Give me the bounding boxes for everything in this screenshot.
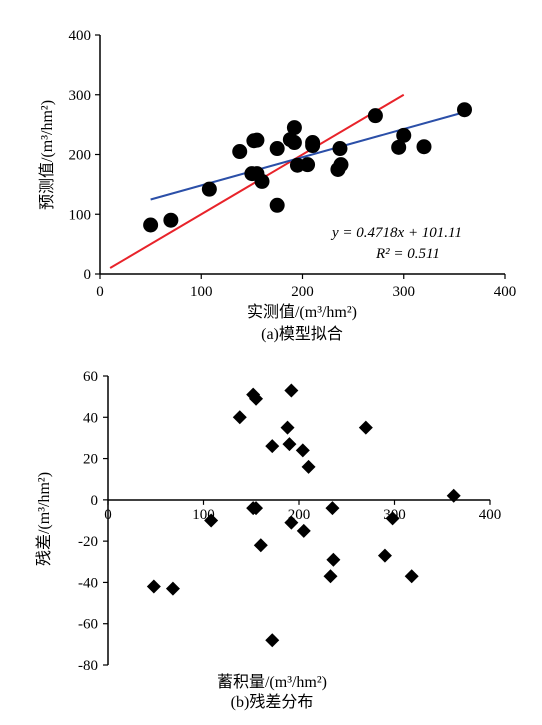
- panel-a-data-point: [201, 181, 217, 197]
- panel-b-y-tick-label: -20: [78, 534, 98, 550]
- panel-b-data-point: [265, 439, 280, 454]
- panel-b-data-point: [146, 579, 161, 594]
- panel-b-data-point: [301, 459, 316, 474]
- panel-b-data-point: [249, 391, 264, 406]
- panel-a-data-point: [232, 144, 248, 160]
- panel-a-x-tick-label: 100: [190, 284, 213, 300]
- panel-a-data-point: [249, 132, 265, 148]
- panel-a-data-point: [300, 157, 316, 173]
- panel-b-data-point: [377, 548, 392, 563]
- panel-b-data-point: [253, 538, 268, 553]
- panel-a-equation: y = 0.4718x + 101.11: [330, 225, 462, 241]
- panel-b-data-point: [249, 501, 264, 516]
- panel-b-data-point: [284, 383, 299, 398]
- panel-a-data-point: [163, 212, 179, 228]
- panel-a-y-tick-label: 0: [84, 267, 92, 283]
- panel-a-y-tick-label: 300: [69, 88, 92, 104]
- panel-a-data-point: [457, 102, 472, 118]
- panel-a-data-point: [143, 217, 159, 233]
- panel-a-data-point: [416, 139, 432, 155]
- panel-a-data-point: [269, 197, 285, 213]
- panel-a-data-point: [332, 141, 348, 157]
- panel-b-data-point: [232, 410, 247, 425]
- panel-b-y-label: 残差/(m³/hm²): [35, 472, 53, 566]
- panel-a-data-point: [286, 135, 302, 151]
- panel-b-data-point: [295, 443, 310, 458]
- panel-b-data-point: [323, 569, 338, 584]
- panel-b-data-point: [280, 420, 295, 435]
- panel-a-y-tick-label: 100: [69, 207, 92, 223]
- panel-a-data-point: [254, 173, 270, 189]
- panel-a-data-point: [305, 138, 321, 154]
- panel-b-y-tick-label: 0: [91, 493, 99, 509]
- panel-b-y-tick-label: -80: [78, 658, 98, 674]
- panel-b-data-point: [358, 420, 373, 435]
- panel-a-fit-chart: 0 100 200 300 400 0 100 200 300 400 y = 0.4718x +…: [38, 28, 516, 343]
- panel-b-x-tick-label: 400: [479, 507, 502, 523]
- panel-b-data-point: [296, 523, 311, 538]
- panel-a-caption: (a)模型拟合: [261, 325, 343, 343]
- panel-b-data-point: [282, 437, 297, 452]
- panel-b-data-point: [326, 552, 341, 567]
- panel-a-data-point: [396, 127, 412, 143]
- panel-a-y-tick-label: 200: [69, 148, 92, 164]
- panel-b-data-point: [404, 569, 419, 584]
- panel-b-data-point: [325, 501, 340, 516]
- panel-a-x-tick-label: 0: [96, 284, 104, 300]
- panel-b-data-point: [385, 511, 400, 526]
- panel-a-data-point: [367, 108, 383, 124]
- panel-a-y-label: 预测值/(m³/hm²): [38, 100, 56, 210]
- panel-a-x-tick-label: 200: [291, 284, 314, 300]
- panel-b-data-point: [204, 513, 219, 528]
- panel-a-x-tick-label: 300: [393, 284, 416, 300]
- panel-b-data-point: [284, 515, 299, 530]
- panel-a-data-point: [333, 157, 349, 173]
- panel-a-r2: R² = 0.511: [375, 246, 440, 262]
- panel-b-residual-chart: 01002003004006040200-20-40-60-80 蓄积量/(m³…: [35, 369, 501, 711]
- panel-b-data-point: [446, 488, 461, 503]
- panel-b-y-tick-label: 20: [83, 452, 98, 468]
- panel-a-data-point: [286, 120, 302, 136]
- panel-a-fit-line: [150, 111, 465, 201]
- panel-a-x-label: 实测值/(m³/hm²): [247, 303, 357, 321]
- panel-b-data-point: [265, 633, 280, 648]
- panel-a-data-point: [269, 141, 285, 157]
- panel-b-data-point: [165, 581, 180, 596]
- panel-b-x-label: 蓄积量/(m³/hm²): [217, 673, 327, 691]
- panel-a-x-tick-label: 400: [494, 284, 517, 300]
- panel-a-data-point: [391, 139, 407, 155]
- panel-a-y-tick-label: 400: [69, 28, 92, 44]
- panel-b-y-tick-label: -60: [78, 617, 98, 633]
- panel-b-y-tick-label: -40: [78, 575, 98, 591]
- panel-b-y-tick-label: 40: [83, 410, 98, 426]
- panel-b-y-tick-label: 60: [83, 369, 98, 385]
- panel-b-caption: (b)残差分布: [231, 693, 314, 711]
- panel-b-x-tick-label: 0: [104, 507, 112, 523]
